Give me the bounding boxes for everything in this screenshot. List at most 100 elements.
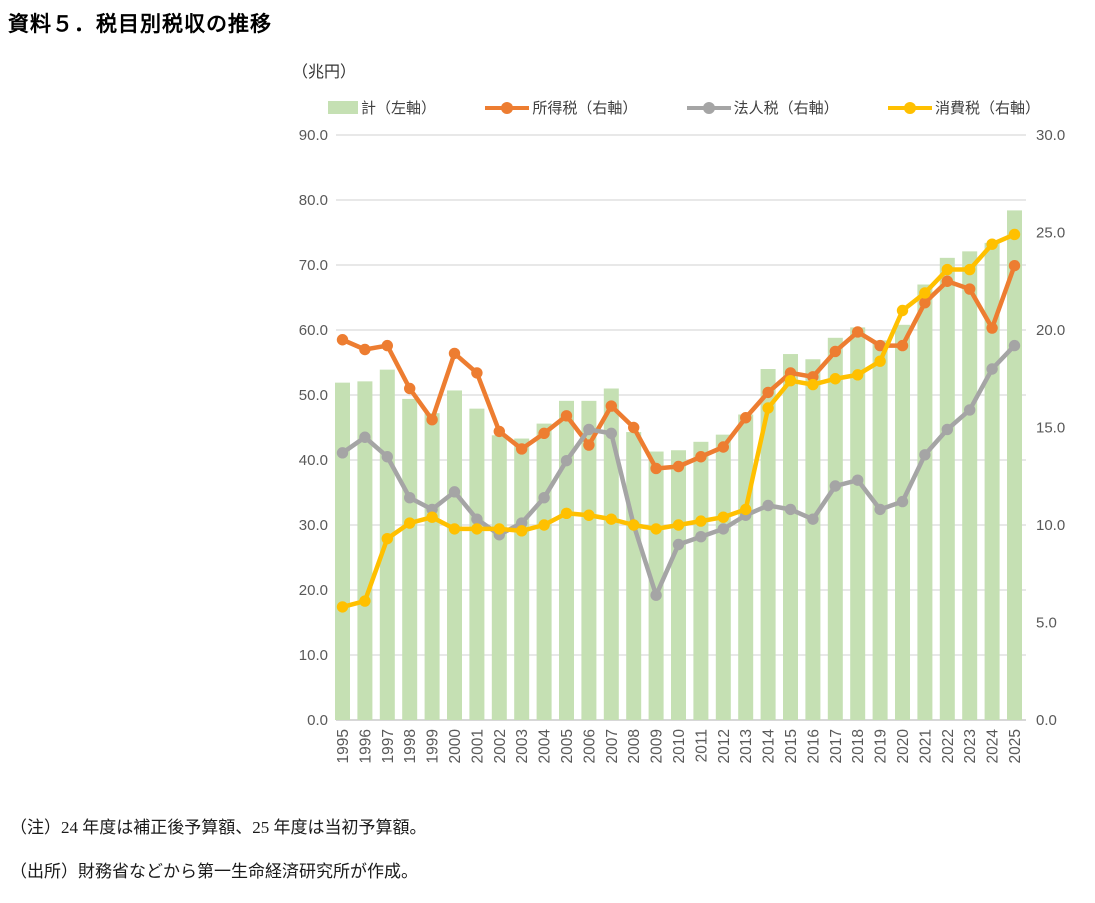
total-bar (514, 438, 530, 720)
total-bar (1007, 210, 1022, 720)
left-axis-tick-label: 20.0 (299, 582, 328, 599)
income-tax-marker (538, 427, 550, 440)
corporate-tax-marker (650, 589, 662, 601)
x-axis-year-label: 1999 (425, 729, 442, 763)
corporate-tax-marker (448, 486, 461, 498)
corporate-tax-marker (583, 423, 595, 436)
total-bar (603, 388, 619, 720)
consumption-tax-marker (852, 369, 864, 381)
right-axis-tick-label: 5.0 (1036, 615, 1057, 632)
consumption-tax-marker (740, 503, 752, 516)
consumption-tax-marker (650, 523, 662, 535)
income-tax-marker (650, 462, 662, 475)
corporate-tax-marker (381, 451, 393, 463)
consumption-tax-swatch-icon (887, 101, 932, 114)
total-bar (335, 382, 350, 720)
left-axis-tick-label: 90.0 (299, 127, 328, 144)
chart-title: 資料５．税目別税収の推移 (8, 13, 272, 36)
right-axis-tick-label: 15.0 (1036, 420, 1065, 437)
x-axis-year-label: 2010 (671, 729, 688, 764)
consumption-tax-marker (493, 523, 505, 535)
corporate-tax-marker (672, 538, 685, 551)
consumption-tax-marker (807, 378, 819, 391)
consumption-tax-marker (560, 507, 573, 519)
income-tax-marker (381, 339, 393, 352)
corporate-tax-marker (516, 517, 528, 529)
income-tax-marker (583, 439, 595, 451)
x-axis-year-label: 2009 (649, 729, 666, 763)
income-tax-marker (560, 410, 573, 422)
income-tax-marker (493, 425, 505, 438)
x-axis-year-label: 1997 (380, 729, 397, 763)
income-tax-marker (986, 322, 998, 334)
corporate-tax-marker (896, 495, 909, 508)
income-tax-marker (471, 367, 483, 379)
left-axis-unit-label: （兆円） (292, 64, 357, 81)
legend-label: 所得税（右軸） (532, 100, 638, 117)
x-axis-year-label: 2021 (917, 729, 934, 763)
total-bar (559, 400, 574, 720)
income-tax-marker (404, 382, 416, 395)
left-axis-tick-label: 10.0 (299, 647, 328, 664)
corporate-tax-marker (964, 404, 976, 416)
total-bar (939, 257, 955, 720)
total-bar (850, 327, 866, 720)
legend: 計（左軸） 所得税（右軸） 法人税（右軸） 消費税（右軸） (328, 97, 1040, 118)
income-tax-marker (784, 367, 797, 379)
income-tax-marker (448, 347, 461, 360)
total-bar (715, 434, 731, 720)
x-axis-year-label: 2018 (850, 729, 867, 763)
legend-item-corporate-tax: 法人税（右軸） (686, 97, 839, 118)
x-axis-year-label: 2003 (514, 729, 531, 763)
corporate-tax-marker (807, 513, 819, 525)
x-axis-year-label: 2008 (626, 729, 643, 763)
x-axis-year-label: 2011 (693, 729, 710, 762)
consumption-tax-marker (874, 355, 886, 367)
consumption-tax-marker (717, 511, 729, 523)
total-bar (917, 284, 933, 720)
total-bar (648, 451, 664, 720)
corporate-tax-marker (695, 531, 707, 543)
x-axis-year-label: 2016 (805, 729, 822, 763)
source-line: （出所）財務省などから第一生命経済研究所が作成。 (10, 862, 418, 882)
left-axis-tick-label: 70.0 (299, 257, 328, 274)
income-tax-marker (336, 334, 349, 346)
total-bar (671, 450, 686, 720)
income-tax-marker (516, 443, 528, 455)
x-axis-year-label: 2015 (783, 729, 800, 763)
consumption-tax-marker (404, 517, 416, 529)
corporate-tax-marker (471, 513, 483, 525)
total-bar (357, 381, 373, 720)
consumption-tax-marker (941, 263, 953, 276)
x-axis-year-label: 2017 (828, 729, 845, 763)
total-bar (447, 390, 462, 720)
total-bar (872, 340, 888, 720)
income-tax-marker (852, 326, 864, 338)
consumption-tax-marker (516, 525, 528, 537)
legend-label: 消費税（右軸） (934, 100, 1040, 117)
footnotes: （注）24 年度は補正後予算額、25 年度は当初予算額。 （出所）財務省などから… (10, 806, 427, 894)
x-axis-year-label: 2004 (537, 729, 554, 764)
legend-item-total: 計（左軸） (328, 97, 436, 118)
corporate-tax-marker (1008, 339, 1021, 352)
x-axis-year-label: 2024 (985, 729, 1002, 764)
consumption-tax-marker (896, 304, 909, 317)
consumption-tax-marker (471, 523, 483, 535)
corporate-tax-swatch-icon (686, 101, 731, 114)
corporate-tax-marker (986, 363, 998, 375)
consumption-tax-marker (986, 238, 998, 250)
income-tax-marker (829, 345, 841, 358)
x-axis-year-label: 2002 (492, 729, 509, 763)
consumption-tax-marker (336, 601, 349, 613)
total-bar (760, 369, 776, 720)
consumption-tax-marker (381, 532, 393, 545)
consumption-tax-marker (784, 375, 797, 387)
total-bar (962, 251, 978, 720)
corporate-tax-marker (336, 447, 349, 459)
corporate-tax-marker (560, 454, 573, 467)
income-tax-line (340, 263, 1017, 471)
right-axis-tick-label: 0.0 (1036, 712, 1057, 729)
x-axis-year-label: 2014 (761, 729, 778, 764)
